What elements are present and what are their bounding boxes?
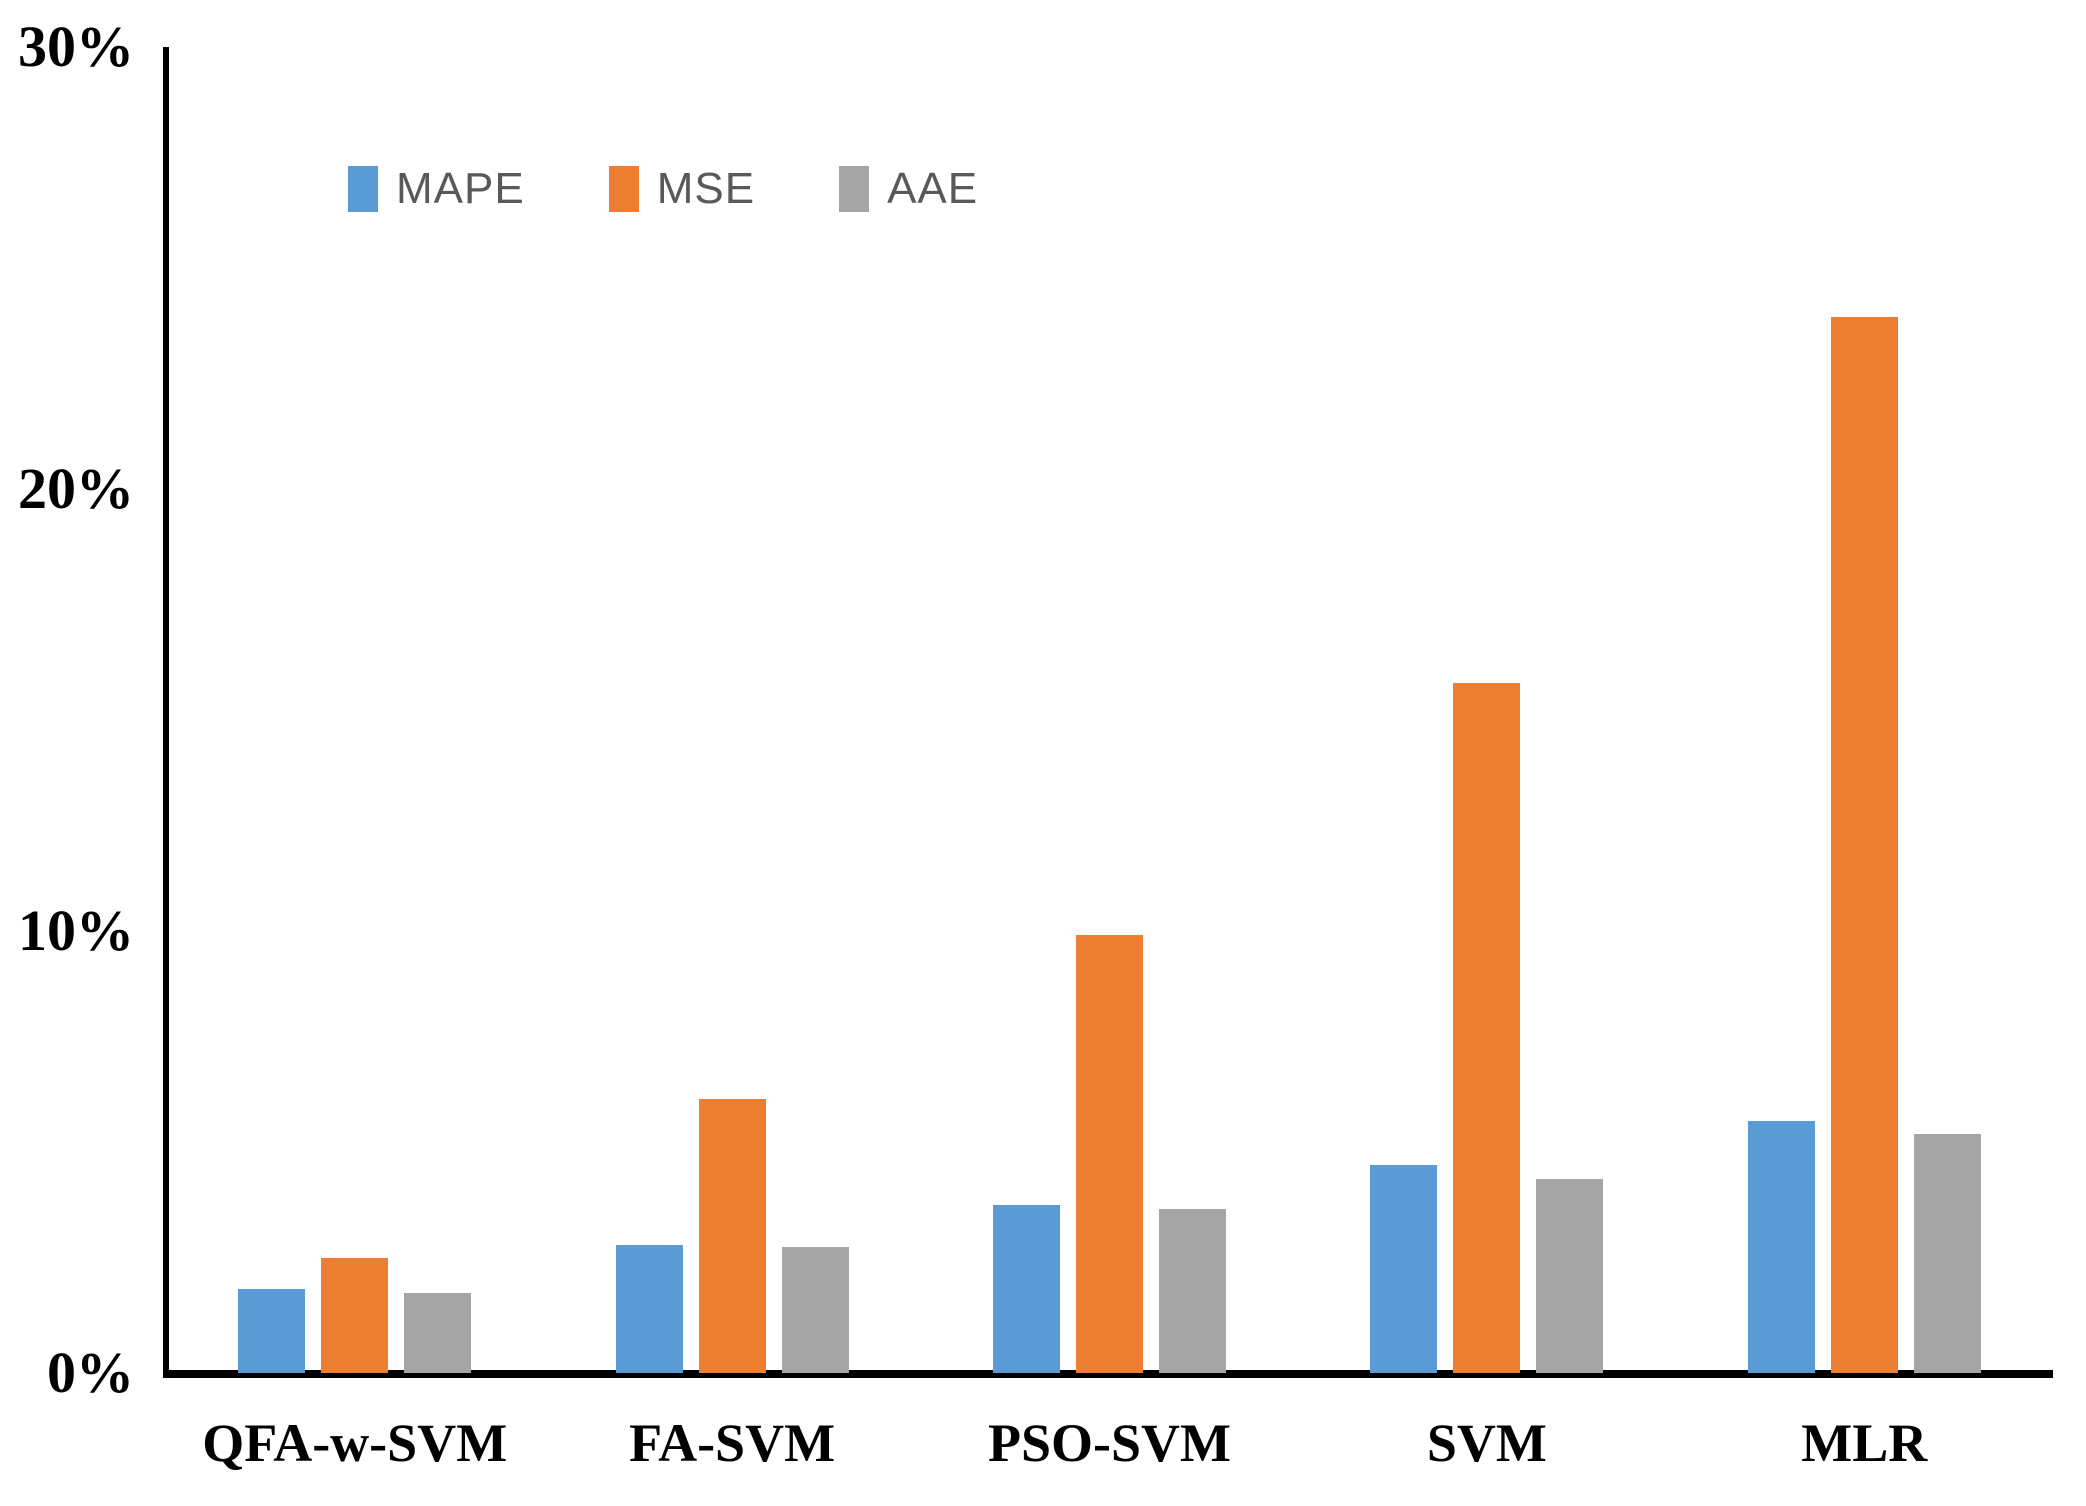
x-category-label: QFA-w-SVM (202, 1413, 508, 1473)
bar-aae-qfa-w-svm (404, 1293, 472, 1373)
legend-label: MSE (656, 164, 756, 213)
bar-aae-pso-svm (1159, 1209, 1226, 1373)
bar-mse-pso-svm (1076, 935, 1143, 1373)
bar-mse-svm (1453, 683, 1521, 1373)
legend-item: MAPE (348, 164, 525, 214)
bar-aae-mlr (1913, 1134, 1981, 1373)
x-category-label: PSO-SVM (987, 1413, 1231, 1473)
legend-label: AAE (887, 164, 979, 213)
y-tick-label: 0% (47, 1340, 134, 1405)
legend-item: MSE (608, 164, 756, 214)
bar-mape-svm (1370, 1165, 1438, 1373)
bar-mape-mlr (1747, 1121, 1815, 1373)
y-axis-line (163, 47, 169, 1377)
y-tick-label: 20% (18, 456, 134, 521)
bar-mse-fa-svm (698, 1098, 766, 1373)
legend: MAPE MSE AAE (348, 164, 978, 214)
bar-aae-fa-svm (781, 1247, 849, 1373)
legend-swatch-icon (348, 166, 378, 212)
legend-label: MAPE (396, 164, 525, 213)
y-tick-label: 10% (18, 898, 134, 963)
bar-mape-pso-svm (993, 1205, 1060, 1373)
legend-swatch-icon (608, 166, 639, 212)
x-category-label: FA-SVM (629, 1413, 836, 1473)
bar-mape-qfa-w-svm (238, 1289, 306, 1373)
x-category-label: SVM (1426, 1413, 1547, 1473)
x-category-label: MLR (1801, 1413, 1928, 1473)
bar-mape-fa-svm (615, 1244, 683, 1373)
bar-aae-svm (1536, 1178, 1604, 1373)
x-axis-line (163, 1370, 2053, 1378)
bar-mse-qfa-w-svm (321, 1258, 389, 1373)
legend-swatch-icon (839, 166, 870, 212)
y-tick-label: 30% (18, 14, 134, 79)
bar-mse-mlr (1830, 316, 1898, 1373)
legend-item: AAE (839, 164, 978, 214)
